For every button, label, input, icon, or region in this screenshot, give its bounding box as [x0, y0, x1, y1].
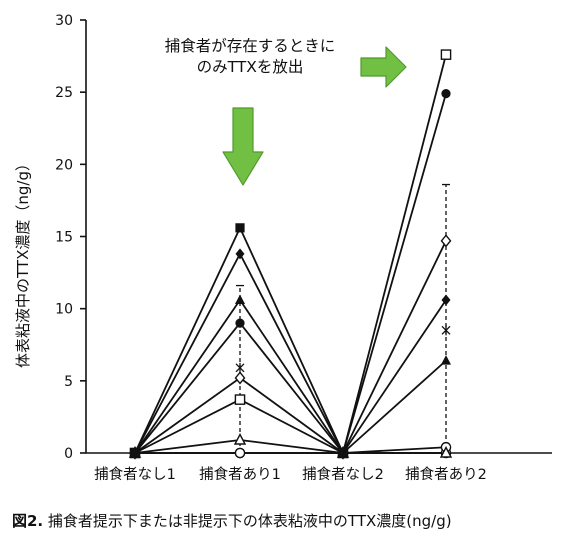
series-line [134, 322, 241, 454]
series-line [134, 253, 241, 454]
series-line [239, 439, 344, 454]
data-point [440, 49, 452, 60]
y-tick-label: 5 [64, 374, 73, 390]
data-point [130, 448, 140, 458]
x-tick-label: 捕食者なし1 [94, 466, 176, 483]
series-line [342, 359, 447, 454]
y-tick-label: 20 [55, 157, 73, 173]
x-tick-label: 捕食者あり1 [199, 466, 281, 483]
data-point [440, 234, 452, 248]
mean-point [235, 362, 245, 373]
series-line [134, 377, 241, 454]
y-tick-label: 15 [55, 230, 73, 246]
x-tick-label: 捕食者あり2 [405, 466, 487, 483]
y-tick-label: 25 [55, 85, 73, 101]
data-point [235, 318, 245, 328]
series-line [134, 398, 241, 454]
series-markers [128, 49, 453, 460]
series-line [342, 299, 447, 454]
series-line [342, 446, 447, 454]
series-line [134, 227, 241, 454]
data-point [235, 223, 245, 233]
series-line [342, 93, 447, 454]
data-point [441, 89, 451, 99]
annotation-text: 捕食者が存在するときに のみTTXを放出 [140, 36, 360, 78]
y-tick-label: 10 [55, 302, 73, 318]
series-lines [134, 54, 447, 454]
annotation-arrows [222, 46, 407, 186]
down-arrow-icon [222, 107, 264, 186]
error-bars [236, 183, 450, 453]
chart-axes [80, 19, 552, 454]
tick-labels: 0 5 10 15 20 25 30 捕食者なし1 捕食者あり1 捕食者なし2 捕食者あり2 [55, 13, 487, 483]
data-point [441, 294, 451, 306]
series-line [239, 227, 344, 454]
figure-caption-text: 捕食者提示下または非提示下の体表粘液中のTTX濃度(ng/g) [47, 512, 452, 530]
y-tick-label: 30 [55, 13, 73, 29]
series-line [342, 240, 447, 454]
right-arrow-icon [360, 46, 407, 88]
data-point [235, 294, 245, 305]
series-line [134, 299, 241, 454]
annotation-line-1: 捕食者が存在するときに [164, 37, 336, 55]
series-line [239, 322, 344, 454]
figure-number: 図2. [12, 512, 44, 530]
series-line [342, 54, 447, 454]
series-line [239, 377, 344, 454]
data-point [234, 371, 246, 385]
series-line [134, 439, 241, 454]
data-point [233, 433, 247, 445]
data-point [338, 448, 348, 458]
x-tick-label: 捕食者なし2 [302, 466, 384, 483]
y-axis-label: 体表粘液中のTTX濃度（ng/g） [14, 156, 32, 368]
series-line [239, 299, 344, 454]
data-point [234, 394, 246, 405]
mean-point [441, 325, 451, 336]
data-point [234, 447, 246, 459]
annotation-line-2: のみTTXを放出 [196, 58, 304, 76]
data-point [441, 355, 451, 365]
figure-caption: 図2. 捕食者提示下または非提示下の体表粘液中のTTX濃度(ng/g) [12, 510, 452, 531]
series-line [239, 398, 344, 454]
series-line [239, 253, 344, 454]
data-point [439, 445, 453, 458]
data-point [235, 248, 245, 260]
y-tick-label: 0 [64, 446, 73, 462]
